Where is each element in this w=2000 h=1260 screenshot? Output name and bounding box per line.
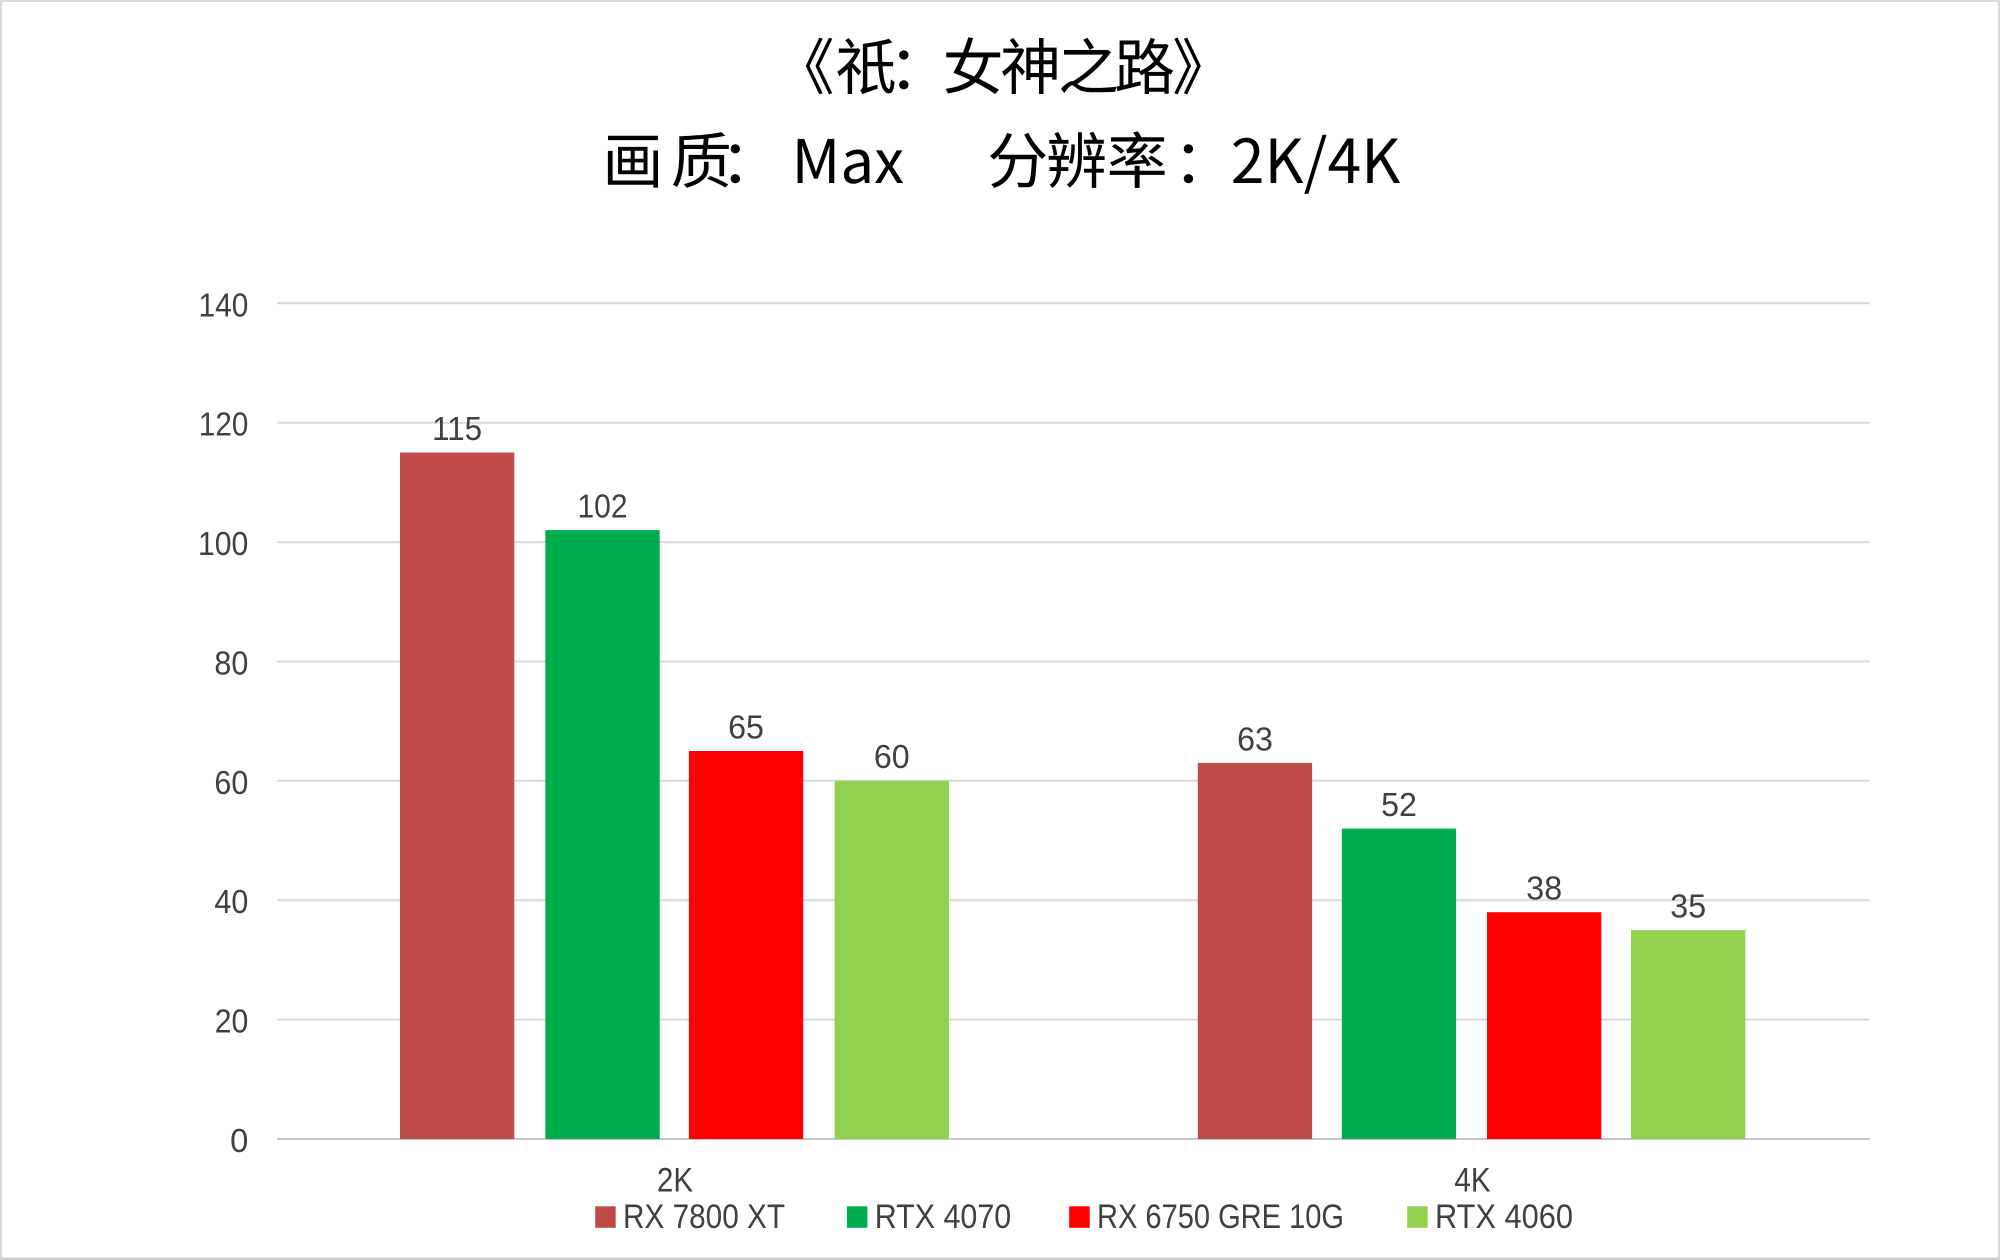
svg-text:38: 38 (1526, 870, 1562, 907)
svg-text:60: 60 (214, 764, 248, 801)
svg-text:2K: 2K (657, 1162, 693, 1200)
svg-text:40: 40 (214, 883, 248, 920)
svg-text:102: 102 (578, 488, 628, 525)
svg-text:115: 115 (432, 410, 482, 447)
svg-text:RTX 4060: RTX 4060 (1435, 1198, 1573, 1236)
svg-text:80: 80 (214, 645, 248, 682)
svg-text:RX 7800 XT: RX 7800 XT (623, 1198, 785, 1236)
svg-text:140: 140 (199, 286, 249, 323)
svg-text:120: 120 (199, 406, 248, 443)
svg-text:0: 0 (230, 1122, 248, 1159)
svg-text:65: 65 (728, 708, 764, 745)
svg-text:35: 35 (1670, 888, 1706, 925)
svg-text:RX 6750 GRE 10G: RX 6750 GRE 10G (1097, 1198, 1344, 1236)
svg-text:20: 20 (215, 1003, 249, 1040)
svg-text:52: 52 (1381, 786, 1417, 823)
svg-text:60: 60 (874, 738, 910, 775)
svg-text:RTX 4070: RTX 4070 (875, 1198, 1012, 1236)
svg-text:63: 63 (1237, 720, 1273, 757)
svg-text:4K: 4K (1454, 1162, 1490, 1200)
svg-text:100: 100 (198, 525, 248, 562)
